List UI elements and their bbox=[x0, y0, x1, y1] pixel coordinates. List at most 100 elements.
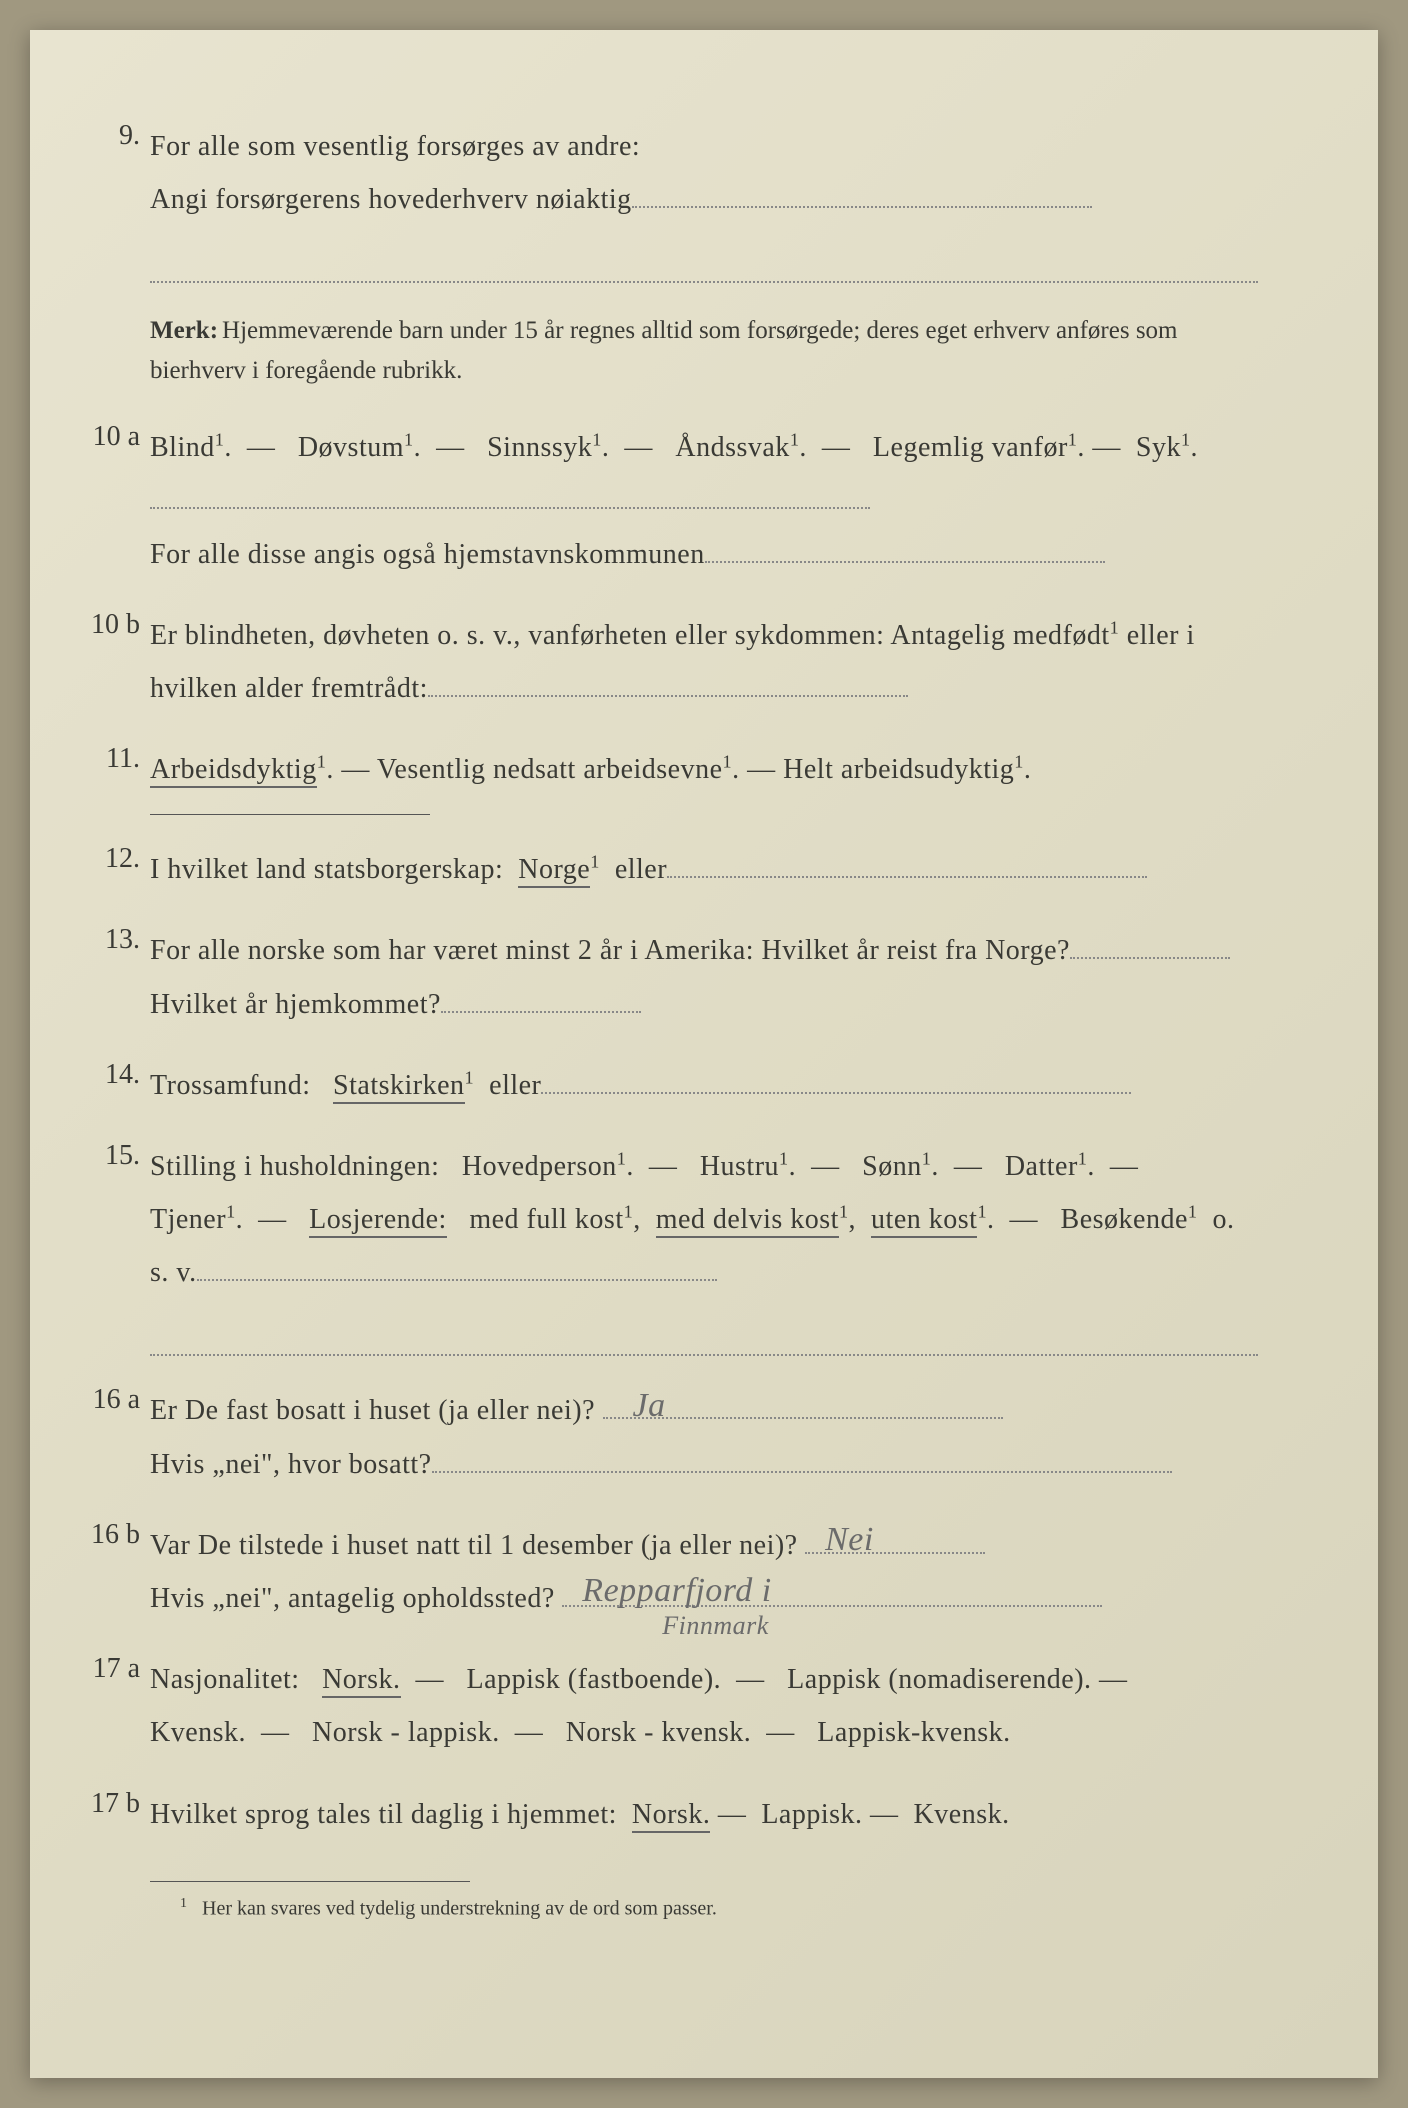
q17b-opt3: Kvensk. bbox=[914, 1799, 1010, 1830]
q17a-content: Nasjonalitet: Norsk. — Lappisk (fastboen… bbox=[150, 1653, 1258, 1759]
q12-text1: I hvilket land statsborgerskap: bbox=[150, 854, 503, 885]
q13-blank2[interactable] bbox=[441, 979, 641, 1013]
merk-text: Hjemmeværende barn under 15 år regnes al… bbox=[150, 317, 1178, 384]
q15-blank-line[interactable] bbox=[150, 1312, 1258, 1357]
q15-text3: med delvis kost bbox=[656, 1204, 839, 1238]
question-14: 14. Trossamfund: Statskirken1 eller bbox=[150, 1059, 1258, 1112]
q10b-text: Er blindheten, døvheten o. s. v., vanfør… bbox=[150, 620, 1110, 651]
q15-opt4: Datter bbox=[1005, 1151, 1078, 1182]
question-15: 15. Stilling i husholdningen: Hovedperso… bbox=[150, 1140, 1258, 1356]
q14-opt1: Statskirken bbox=[333, 1070, 465, 1104]
q10a-content: Blind1. — Døvstum1. — Sinnssyk1. — Åndss… bbox=[150, 421, 1258, 581]
q11-opt2: Vesentlig nedsatt arbeidsevne bbox=[377, 754, 723, 785]
q10b-blank[interactable] bbox=[428, 663, 908, 697]
footnote-num: 1 bbox=[180, 1896, 187, 1911]
question-17b: 17 b Hvilket sprog tales til daglig i hj… bbox=[150, 1788, 1258, 1841]
q16b-text1: Var De tilstede i huset natt til 1 desem… bbox=[150, 1530, 798, 1561]
q9-content: For alle som vesentlig forsørges av andr… bbox=[150, 120, 1258, 283]
q16a-content: Er De fast bosatt i huset (ja eller nei)… bbox=[150, 1384, 1258, 1490]
census-form-page: 9. For alle som vesentlig forsørges av a… bbox=[30, 30, 1378, 2078]
q15-text4: uten kost bbox=[871, 1204, 977, 1238]
q14-content: Trossamfund: Statskirken1 eller bbox=[150, 1059, 1258, 1112]
q16a-blank1[interactable]: Ja bbox=[603, 1386, 1003, 1420]
q15-opt3: Sønn bbox=[862, 1151, 922, 1182]
q17b-number: 17 b bbox=[80, 1788, 140, 1820]
q14-text1: Trossamfund: bbox=[150, 1070, 311, 1101]
q14-text2: eller bbox=[489, 1070, 541, 1101]
q10a-opt1: Blind bbox=[150, 432, 215, 463]
q10a-line3: For alle disse angis også hjemstavnskomm… bbox=[150, 539, 705, 570]
q16b-answer1: Nei bbox=[825, 1508, 874, 1573]
q10a-opt5: Legemlig vanfør bbox=[873, 432, 1068, 463]
q10a-opt6: Syk bbox=[1136, 432, 1181, 463]
q10a-opt3: Sinnssyk bbox=[487, 432, 592, 463]
q14-number: 14. bbox=[80, 1059, 140, 1091]
question-16b: 16 b Var De tilstede i huset natt til 1 … bbox=[150, 1519, 1258, 1625]
q12-opt1: Norge bbox=[518, 854, 590, 888]
q17a-opt4: Kvensk. bbox=[150, 1717, 246, 1748]
q15-opt1: Hovedperson bbox=[462, 1151, 617, 1182]
q16b-text2: Hvis „nei", antagelig opholdssted? bbox=[150, 1583, 555, 1614]
q16b-number: 16 b bbox=[80, 1519, 140, 1551]
question-13: 13. For alle norske som har været minst … bbox=[150, 924, 1258, 1030]
q15-opt6: Losjerende: bbox=[309, 1204, 447, 1238]
merk-note: Merk: Hjemmeværende barn under 15 år reg… bbox=[150, 311, 1258, 391]
q11-content: Arbeidsdyktig1. — Vesentlig nedsatt arbe… bbox=[150, 743, 1258, 796]
q12-content: I hvilket land statsborgerskap: Norge1 e… bbox=[150, 843, 1258, 896]
q11-opt3: Helt arbeidsudyktig bbox=[783, 754, 1014, 785]
q16a-blank2[interactable] bbox=[432, 1439, 1172, 1473]
q14-blank[interactable] bbox=[541, 1060, 1131, 1094]
question-17a: 17 a Nasjonalitet: Norsk. — Lappisk (fas… bbox=[150, 1653, 1258, 1759]
footnote-rule bbox=[150, 1881, 470, 1882]
q11-number: 11. bbox=[80, 743, 140, 775]
q16b-blank2[interactable]: Repparfjord i Finnmark bbox=[562, 1573, 1102, 1607]
q9-line1: For alle som vesentlig forsørges av andr… bbox=[150, 131, 640, 162]
q13-blank1[interactable] bbox=[1070, 926, 1230, 960]
q13-text1: For alle norske som har været minst 2 år… bbox=[150, 935, 1070, 966]
q17a-opt3: Lappisk (nomadiserende). bbox=[787, 1664, 1091, 1695]
q17b-content: Hvilket sprog tales til daglig i hjemmet… bbox=[150, 1788, 1258, 1841]
q15-opt5: Tjener bbox=[150, 1204, 226, 1235]
question-10b: 10 b Er blindheten, døvheten o. s. v., v… bbox=[150, 609, 1258, 715]
q9-number: 9. bbox=[80, 120, 140, 152]
q10a-blank2[interactable] bbox=[705, 529, 1105, 563]
q15-text2: med full kost bbox=[469, 1204, 623, 1235]
q17b-opt1: Norsk. bbox=[632, 1799, 710, 1833]
q10a-opt2: Døvstum bbox=[298, 432, 404, 463]
q16b-blank1[interactable]: Nei bbox=[805, 1520, 985, 1554]
q10b-content: Er blindheten, døvheten o. s. v., vanfør… bbox=[150, 609, 1258, 715]
q11-opt1: Arbeidsdyktig bbox=[150, 754, 317, 788]
question-11: 11. Arbeidsdyktig1. — Vesentlig nedsatt … bbox=[150, 743, 1258, 815]
q9-blank-line[interactable] bbox=[150, 238, 1258, 283]
q10a-opt4: Åndssvak bbox=[675, 432, 789, 463]
q12-number: 12. bbox=[80, 843, 140, 875]
q17a-opt6: Norsk - kvensk. bbox=[566, 1717, 752, 1748]
q15-content: Stilling i husholdningen: Hovedperson1. … bbox=[150, 1140, 1258, 1356]
q17a-text1: Nasjonalitet: bbox=[150, 1664, 300, 1695]
q15-blank[interactable] bbox=[197, 1248, 717, 1282]
question-9: 9. For alle som vesentlig forsørges av a… bbox=[150, 120, 1258, 283]
q16a-answer1: Ja bbox=[633, 1374, 666, 1439]
q16a-number: 16 a bbox=[80, 1384, 140, 1416]
q9-blank[interactable] bbox=[632, 175, 1092, 209]
q13-number: 13. bbox=[80, 924, 140, 956]
q13-content: For alle norske som har været minst 2 år… bbox=[150, 924, 1258, 1030]
q10a-number: 10 a bbox=[80, 421, 140, 453]
question-12: 12. I hvilket land statsborgerskap: Norg… bbox=[150, 843, 1258, 896]
q12-blank[interactable] bbox=[667, 845, 1147, 879]
q15-opt7: Besøkende bbox=[1061, 1204, 1188, 1235]
q17a-opt7: Lappisk-kvensk. bbox=[817, 1717, 1010, 1748]
q17a-number: 17 a bbox=[80, 1653, 140, 1685]
q17a-opt2: Lappisk (fastboende). bbox=[467, 1664, 722, 1695]
q12-text2: eller bbox=[615, 854, 667, 885]
footnote-text: Her kan svares ved tydelig understreknin… bbox=[202, 1897, 717, 1919]
question-10a: 10 a Blind1. — Døvstum1. — Sinnssyk1. — … bbox=[150, 421, 1258, 581]
q11-rule bbox=[150, 814, 430, 815]
question-16a: 16 a Er De fast bosatt i huset (ja eller… bbox=[150, 1384, 1258, 1490]
q16a-text2: Hvis „nei", hvor bosatt? bbox=[150, 1449, 432, 1480]
q17a-opt5: Norsk - lappisk. bbox=[312, 1717, 500, 1748]
q10a-blank[interactable] bbox=[150, 476, 870, 510]
q16b-answer3: Finnmark bbox=[662, 1601, 769, 1650]
q15-text1: Stilling i husholdningen: bbox=[150, 1151, 439, 1182]
q17b-text1: Hvilket sprog tales til daglig i hjemmet… bbox=[150, 1799, 617, 1830]
